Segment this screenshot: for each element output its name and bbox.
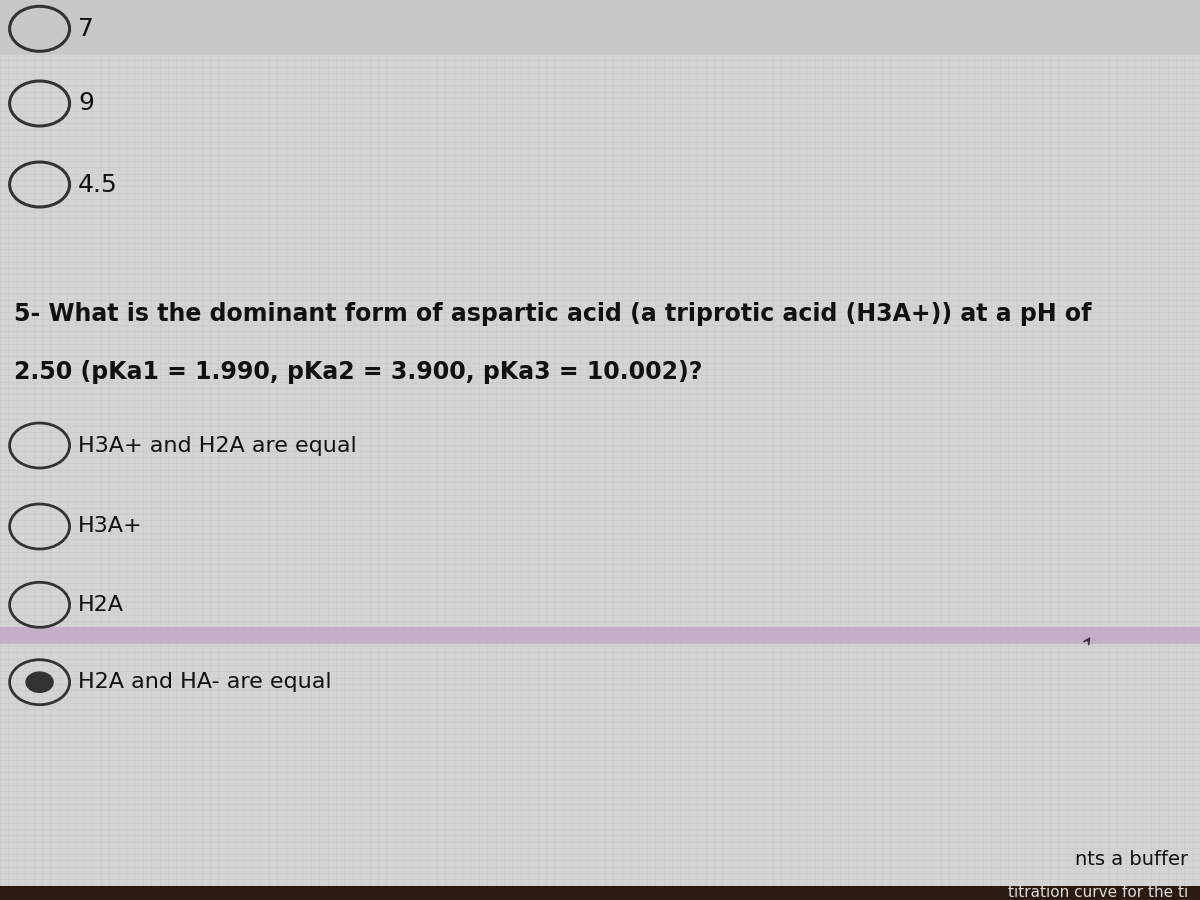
Text: H3A+: H3A+ — [78, 517, 143, 536]
Text: 2.50 (pKa1 = 1.990, pKa2 = 3.900, pKa3 = 10.002)?: 2.50 (pKa1 = 1.990, pKa2 = 3.900, pKa3 =… — [14, 360, 703, 384]
Text: nts a buffer: nts a buffer — [1075, 850, 1188, 869]
Text: H2A and HA- are equal: H2A and HA- are equal — [78, 672, 331, 692]
Text: 9: 9 — [78, 92, 94, 115]
Text: 5- What is the dominant form of aspartic acid (a triprotic acid (H3A+)) at a pH : 5- What is the dominant form of aspartic… — [14, 302, 1092, 326]
Text: H3A+ and H2A are equal: H3A+ and H2A are equal — [78, 436, 356, 455]
Text: titration curve for the ti: titration curve for the ti — [1008, 886, 1188, 900]
Text: 4.5: 4.5 — [78, 173, 118, 196]
Text: H2A: H2A — [78, 595, 124, 615]
Text: 7: 7 — [78, 17, 94, 40]
FancyBboxPatch shape — [0, 0, 1200, 54]
FancyBboxPatch shape — [0, 886, 1200, 900]
Circle shape — [26, 672, 53, 692]
FancyBboxPatch shape — [0, 627, 1200, 644]
